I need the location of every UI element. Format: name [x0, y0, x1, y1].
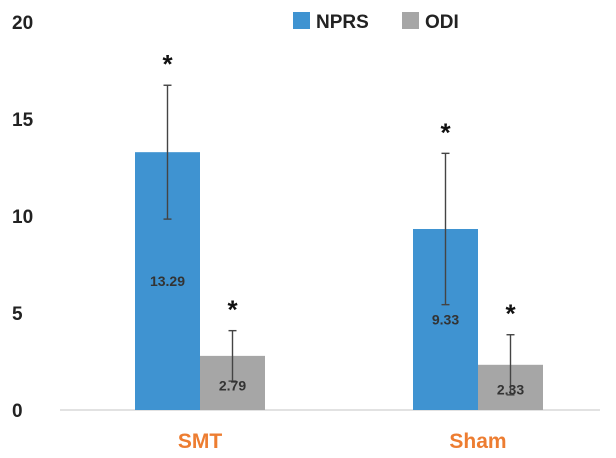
x-axis-ticks: SMT Sham: [178, 430, 507, 453]
legend: NPRS ODI: [293, 12, 459, 33]
x-tick-label: Sham: [449, 430, 506, 453]
significance-marker: *: [162, 49, 173, 79]
significance-marker: *: [227, 295, 238, 325]
y-tick-label: 15: [12, 110, 34, 131]
data-label: 2.33: [497, 382, 524, 398]
x-tick-label: SMT: [178, 430, 223, 453]
error-bar-odi-smt: [228, 329, 237, 382]
bars-group: [135, 152, 543, 410]
legend-label: ODI: [425, 12, 459, 33]
data-label: 13.29: [150, 273, 185, 289]
error-bar-odi-sham: [506, 334, 515, 396]
error-bars-group: [163, 84, 515, 396]
y-tick-label: 20: [12, 13, 33, 34]
error-bar-nprs-smt: [163, 84, 172, 220]
y-axis-ticks: 0 5 10 15 20: [12, 13, 34, 422]
significance-markers-group: * * * *: [162, 49, 516, 328]
legend-swatch: [293, 12, 310, 29]
y-tick-label: 0: [12, 401, 23, 422]
significance-marker: *: [440, 117, 451, 147]
legend-item-odi: ODI: [402, 12, 459, 33]
legend-item-nprs: NPRS: [293, 12, 369, 33]
significance-marker: *: [505, 299, 516, 329]
y-tick-label: 10: [12, 207, 33, 228]
legend-swatch: [402, 12, 419, 29]
legend-label: NPRS: [316, 12, 369, 33]
data-label: 9.33: [432, 311, 459, 327]
data-labels-group: 13.29 2.79 9.33 2.33: [150, 273, 524, 398]
data-label: 2.79: [219, 378, 246, 394]
y-tick-label: 5: [12, 304, 23, 325]
error-bar-nprs-sham: [441, 152, 450, 306]
